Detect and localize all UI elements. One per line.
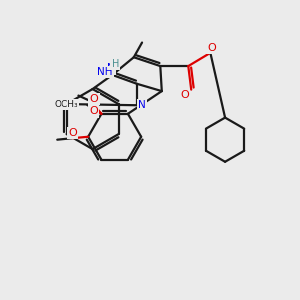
Text: OCH₃: OCH₃	[54, 100, 78, 109]
Text: O: O	[208, 43, 216, 52]
Text: O: O	[180, 90, 189, 100]
Text: O: O	[68, 128, 77, 138]
Text: N: N	[138, 100, 146, 110]
Text: O: O	[89, 106, 98, 116]
Text: O: O	[90, 94, 98, 104]
Text: NH: NH	[97, 67, 113, 77]
Text: N: N	[107, 63, 115, 74]
Text: H: H	[112, 59, 119, 69]
